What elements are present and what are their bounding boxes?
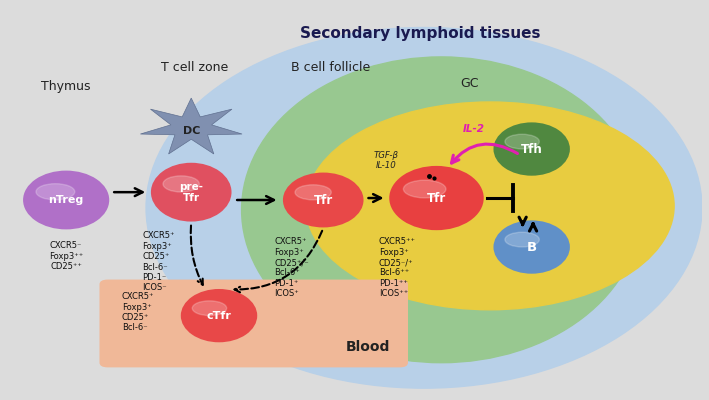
Ellipse shape — [151, 163, 232, 222]
Ellipse shape — [283, 172, 364, 228]
Ellipse shape — [505, 134, 540, 149]
Text: Blood: Blood — [346, 340, 391, 354]
Text: B: B — [527, 240, 537, 254]
Text: Tfr: Tfr — [427, 192, 446, 204]
Ellipse shape — [295, 185, 331, 200]
Ellipse shape — [389, 166, 484, 230]
FancyBboxPatch shape — [99, 280, 408, 367]
Ellipse shape — [23, 170, 109, 230]
Circle shape — [306, 102, 674, 310]
Text: CXCR5⁺
Foxp3⁺
CD25⁺
Bcl-6⁻: CXCR5⁺ Foxp3⁺ CD25⁺ Bcl-6⁻ — [122, 292, 155, 332]
Ellipse shape — [505, 232, 540, 247]
Text: CXCR5⁻
Foxp3⁺⁺
CD25⁺⁺: CXCR5⁻ Foxp3⁺⁺ CD25⁺⁺ — [49, 241, 83, 271]
Ellipse shape — [493, 220, 570, 274]
Text: Secondary lymphoid tissues: Secondary lymphoid tissues — [300, 26, 541, 40]
Text: B cell follicle: B cell follicle — [291, 61, 370, 74]
Text: CXCR5⁺⁺
Foxp3⁺
CD25⁻/⁺
Bcl-6⁺⁺
PD-1⁺⁺
ICOS⁺⁺: CXCR5⁺⁺ Foxp3⁺ CD25⁻/⁺ Bcl-6⁺⁺ PD-1⁺⁺ IC… — [379, 237, 415, 298]
Text: CXCR5⁺
Foxp3⁺
CD25⁺/⁻
Bcl-6⁺
PD-1⁺
ICOS⁺: CXCR5⁺ Foxp3⁺ CD25⁺/⁻ Bcl-6⁺ PD-1⁺ ICOS⁺ — [274, 237, 309, 298]
Text: Thymus: Thymus — [41, 80, 91, 94]
Text: TGF-β
IL-10: TGF-β IL-10 — [373, 151, 398, 170]
Text: nTreg: nTreg — [48, 195, 84, 205]
Text: IL-2: IL-2 — [463, 124, 485, 134]
Ellipse shape — [192, 301, 227, 316]
Ellipse shape — [163, 176, 199, 192]
Text: CXCR5⁺
Foxp3⁺
CD25⁺
Bcl-6⁻
PD-1⁻
ICOS⁻: CXCR5⁺ Foxp3⁺ CD25⁺ Bcl-6⁻ PD-1⁻ ICOS⁻ — [143, 231, 175, 292]
Ellipse shape — [36, 184, 74, 200]
Text: T cell zone: T cell zone — [161, 61, 228, 74]
Text: cTfr: cTfr — [206, 311, 231, 321]
Text: DC: DC — [182, 126, 200, 136]
Text: Tfr: Tfr — [313, 194, 333, 206]
Ellipse shape — [493, 122, 570, 176]
Ellipse shape — [181, 289, 257, 342]
Ellipse shape — [242, 57, 641, 363]
Text: Tfh: Tfh — [521, 142, 542, 156]
Text: pre-
Tfr: pre- Tfr — [179, 182, 203, 202]
Ellipse shape — [146, 28, 702, 388]
Polygon shape — [140, 98, 242, 154]
Ellipse shape — [403, 180, 446, 198]
Text: GC: GC — [460, 76, 479, 90]
